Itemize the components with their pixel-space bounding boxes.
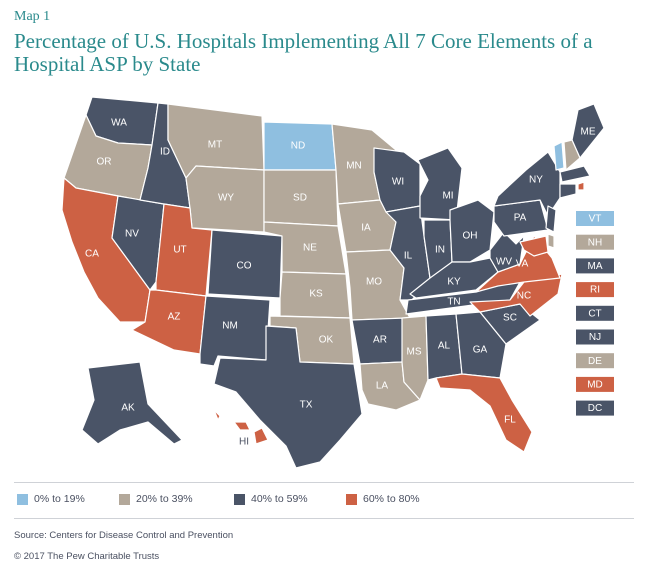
state-tx	[213, 325, 363, 469]
state-label-hi: HI	[239, 437, 249, 448]
legend-item: 60% to 80%	[346, 493, 456, 505]
state-vt	[553, 141, 565, 171]
state-ct	[559, 183, 577, 199]
legend-bottom-divider	[14, 518, 634, 519]
legend-label: 40% to 59%	[251, 493, 308, 505]
legend-item: 40% to 59%	[234, 493, 346, 505]
us-choropleth-map: WAORCANVIDMTWYUTAZCONMNDSDNEKSOKTXMNIAMO…	[61, 96, 614, 469]
state-ar	[351, 317, 407, 365]
state-nh	[563, 139, 581, 171]
state-il	[385, 205, 431, 301]
state-nd	[263, 121, 337, 171]
callout-box-nh	[576, 234, 614, 250]
state-mi	[417, 147, 463, 221]
state-ak	[81, 361, 183, 445]
state-ma	[559, 165, 591, 183]
state-de	[547, 233, 555, 249]
state-ga	[455, 311, 507, 379]
legend: 0% to 19% 20% to 39% 40% to 59% 60% to 80%	[17, 493, 456, 505]
legend-swatch	[346, 493, 357, 505]
state-ks	[279, 271, 351, 319]
state-co	[207, 229, 283, 299]
source-note: Source: Centers for Disease Control and …	[14, 530, 234, 541]
legend-label: 0% to 19%	[34, 493, 85, 505]
state-nc	[469, 273, 563, 317]
legend-swatch	[234, 493, 245, 505]
state-me	[571, 103, 605, 159]
copyright-note: © 2017 The Pew Charitable Trusts	[14, 551, 160, 562]
legend-item: 0% to 19%	[17, 493, 119, 505]
callout-box-ct	[576, 305, 614, 321]
state-ri	[577, 181, 585, 191]
legend-label: 60% to 80%	[363, 493, 420, 505]
callout-box-ri	[576, 282, 614, 298]
state-wi	[373, 147, 421, 213]
legend-swatch	[119, 493, 130, 505]
callout-box-dc	[576, 400, 614, 416]
callout-box-de	[576, 353, 614, 369]
legend-top-divider	[14, 482, 634, 483]
callout-box-nj	[576, 329, 614, 345]
legend-swatch	[17, 493, 28, 505]
state-nj	[545, 205, 557, 233]
map-title: Percentage of U.S. Hospitals Implementin…	[14, 29, 593, 76]
callout-box-vt	[576, 211, 614, 226]
callout-box-md	[576, 376, 614, 392]
state-fl	[435, 373, 533, 453]
callout-box-ma	[576, 258, 614, 274]
state-ca	[61, 177, 151, 323]
state-hi	[213, 409, 269, 445]
state-md	[519, 235, 549, 257]
state-oh	[449, 199, 495, 263]
state-wy	[185, 165, 265, 233]
legend-label: 20% to 39%	[136, 493, 193, 505]
state-sd	[263, 169, 339, 227]
legend-item: 20% to 39%	[119, 493, 234, 505]
map-number-label: Map 1	[14, 9, 51, 24]
state-nm	[199, 295, 271, 367]
state-ut	[155, 203, 213, 297]
